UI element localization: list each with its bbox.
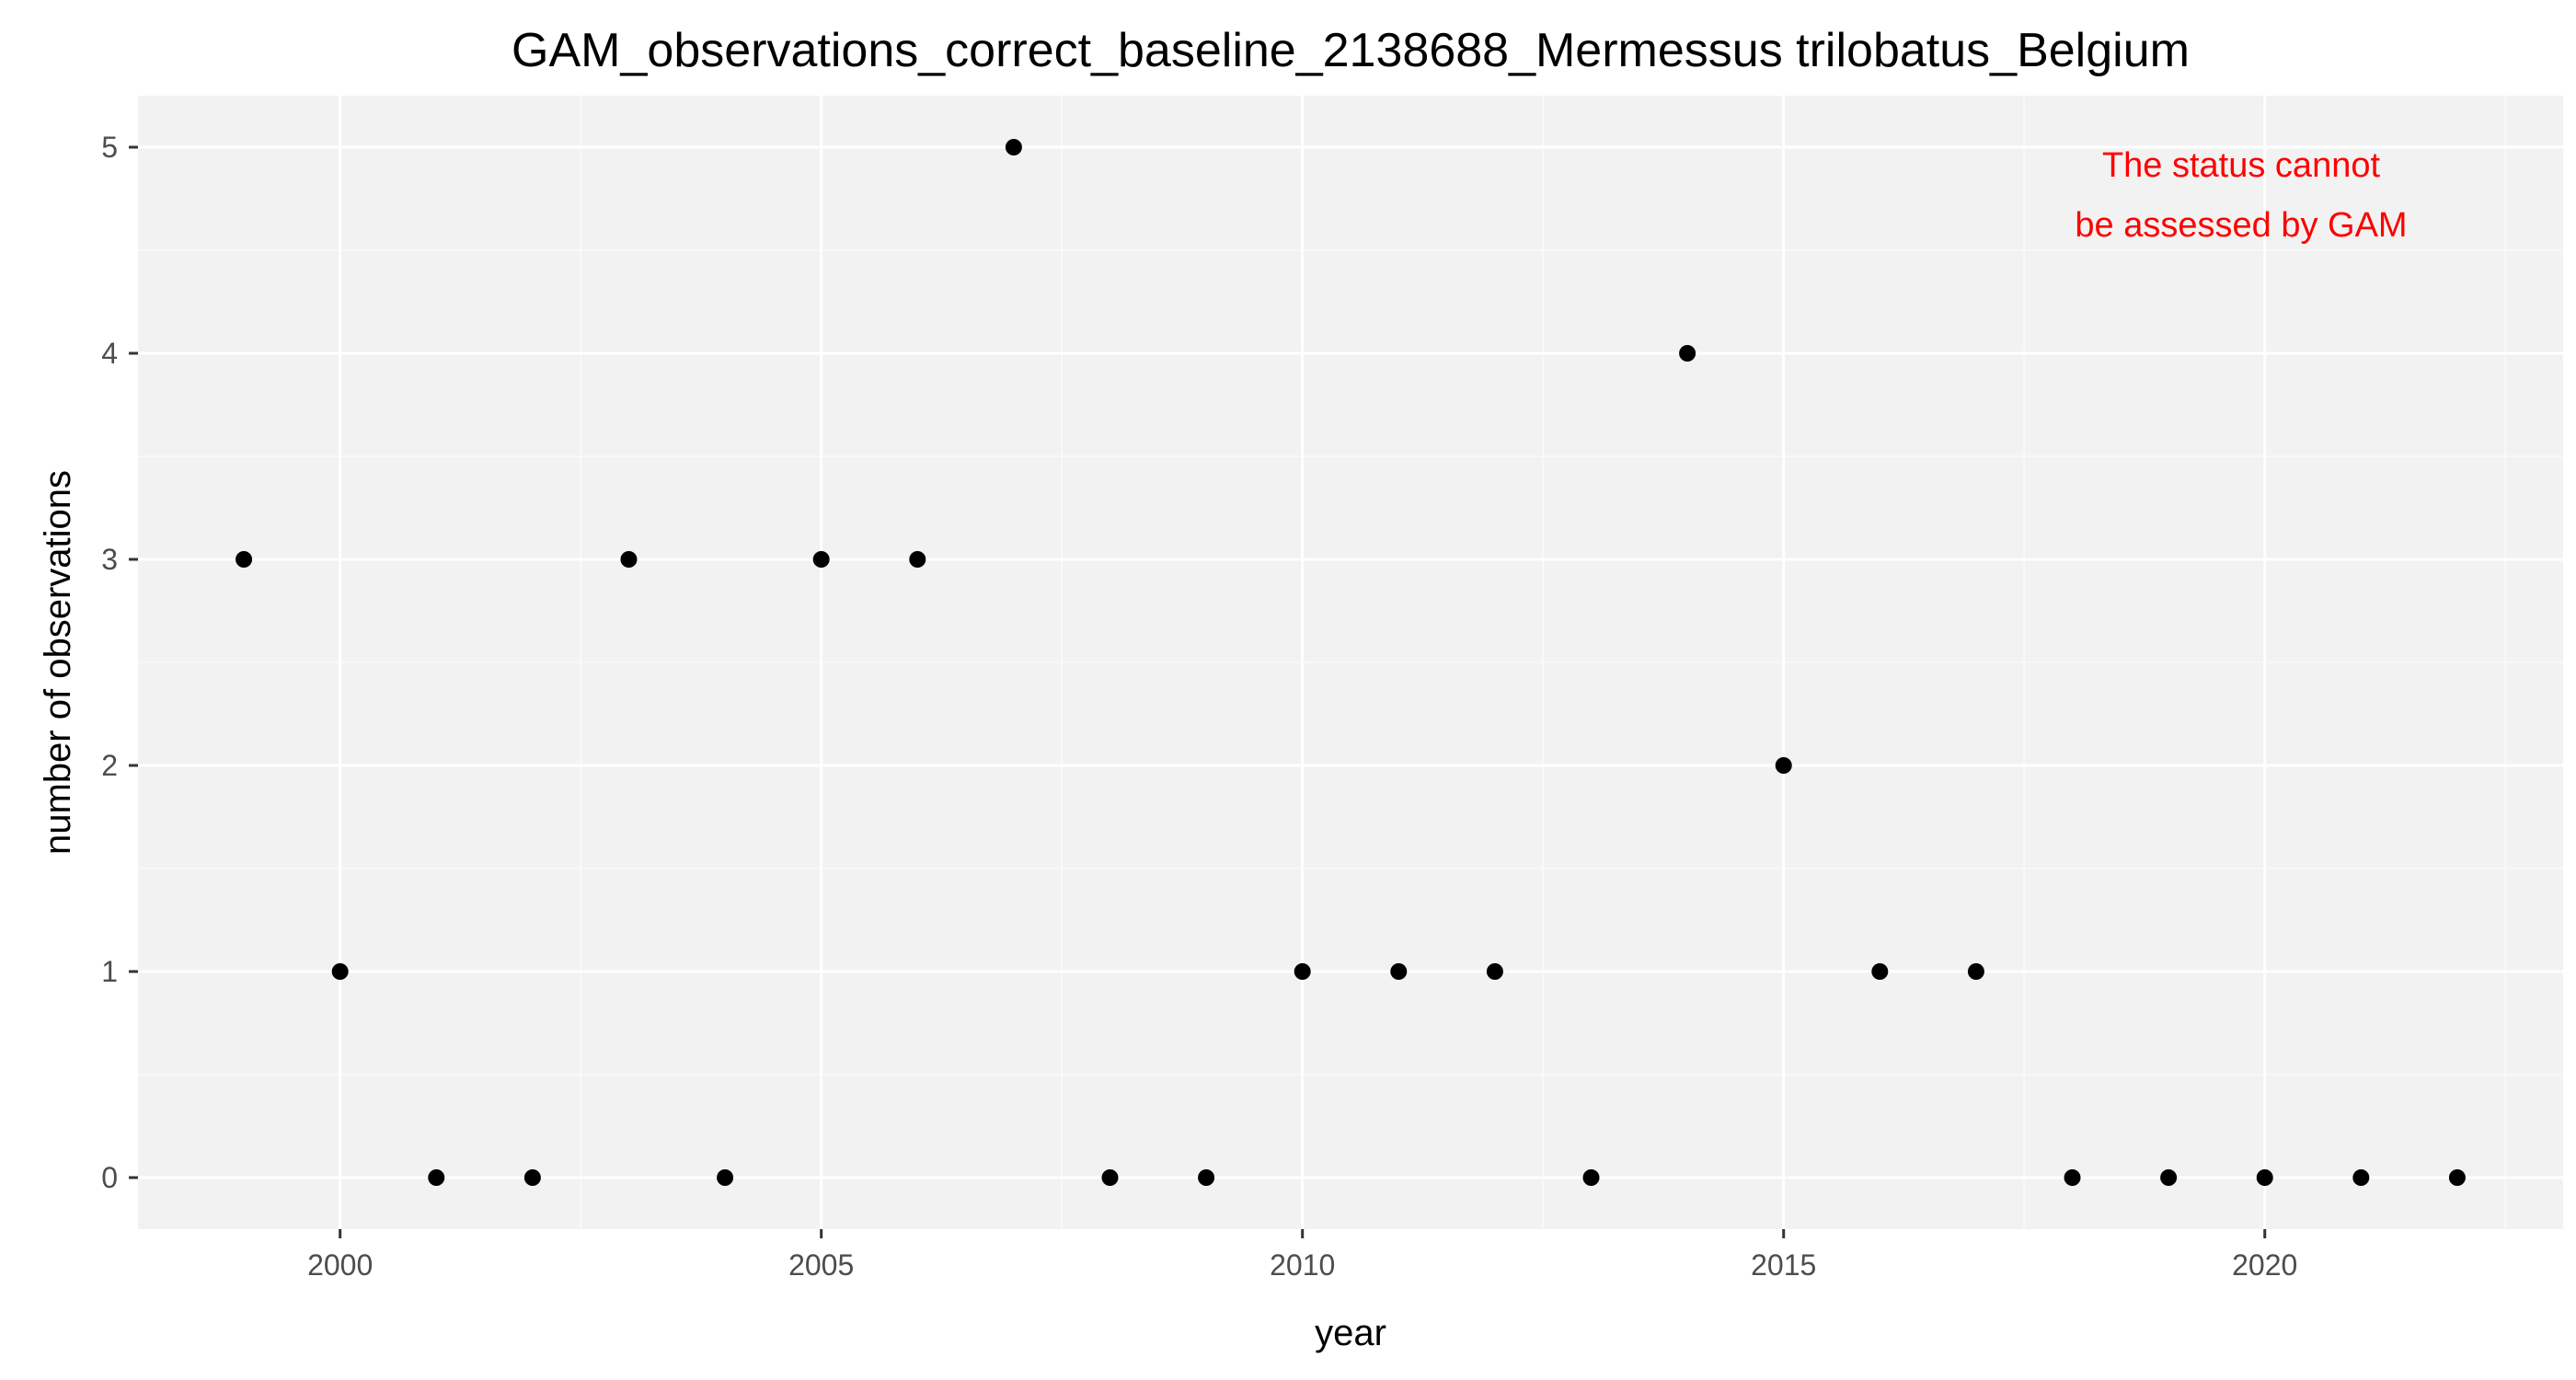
x-axis: 2000 2005 2010 2015 2020	[307, 1229, 2297, 1282]
data-point	[1294, 963, 1311, 980]
data-point	[1775, 757, 1792, 774]
y-axis-title: number of observations	[38, 470, 78, 855]
data-point	[1486, 963, 1503, 980]
data-point	[909, 551, 926, 568]
x-tick-label: 2010	[1270, 1248, 1335, 1282]
minor-gridlines	[138, 96, 2563, 1229]
x-tick-label: 2000	[307, 1248, 373, 1282]
y-tick-label: 3	[101, 543, 118, 576]
data-point	[523, 1169, 541, 1186]
data-point	[2160, 1169, 2178, 1186]
x-tick-label: 2005	[788, 1248, 854, 1282]
y-tick-label: 0	[101, 1161, 118, 1194]
y-tick-label: 5	[101, 131, 118, 164]
data-point	[1871, 963, 1889, 980]
data-point	[1679, 345, 1696, 362]
major-gridlines	[138, 96, 2563, 1229]
annotation-line-1: The status cannot	[2102, 146, 2381, 185]
y-tick-label: 2	[101, 749, 118, 782]
data-points	[236, 139, 2466, 1186]
data-point	[2256, 1169, 2273, 1186]
y-tick-label: 4	[101, 337, 118, 370]
data-point	[812, 551, 830, 568]
data-point	[1101, 1169, 1119, 1186]
data-point	[1390, 963, 1408, 980]
data-point	[620, 551, 638, 568]
y-axis: 0 1 2 3 4 5	[101, 131, 138, 1194]
x-axis-title: year	[1315, 1313, 1386, 1353]
chart-title: GAM_observations_correct_baseline_213868…	[512, 24, 2190, 77]
data-point	[1582, 1169, 1600, 1186]
x-tick-label: 2015	[1751, 1248, 1816, 1282]
data-point	[2064, 1169, 2081, 1186]
data-point	[236, 551, 253, 568]
data-point	[331, 963, 349, 980]
data-point	[717, 1169, 734, 1186]
data-point	[2352, 1169, 2370, 1186]
annotation-line-2: be assessed by GAM	[2075, 206, 2407, 245]
status-annotation: The status cannot be assessed by GAM	[2075, 146, 2407, 245]
data-point	[1967, 963, 1984, 980]
x-tick-label: 2020	[2232, 1248, 2297, 1282]
data-point	[1198, 1169, 1215, 1186]
data-point	[2448, 1169, 2466, 1186]
y-tick-label: 1	[101, 955, 118, 988]
data-point	[428, 1169, 445, 1186]
data-point	[1005, 139, 1022, 155]
